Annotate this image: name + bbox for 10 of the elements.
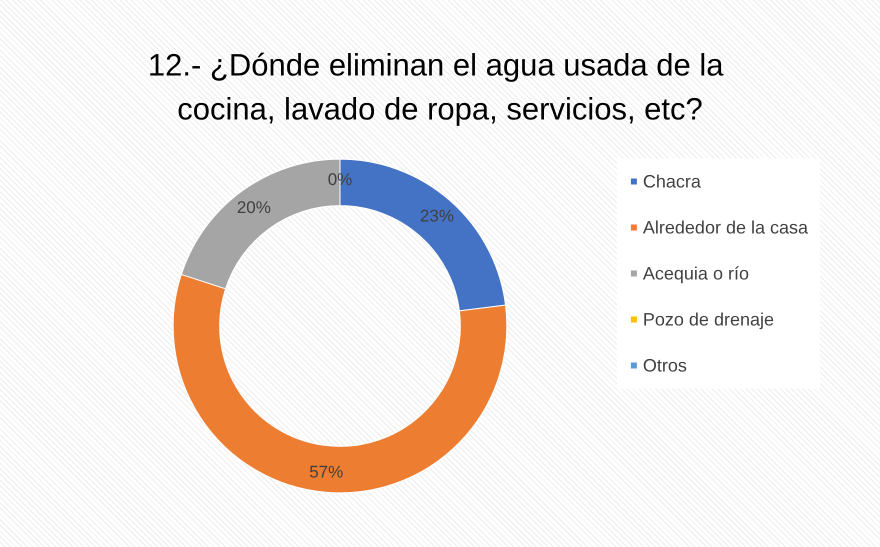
- legend-label: Chacra: [642, 172, 702, 192]
- chart-title: 12.- ¿Dónde eliminan el agua usada de la cocina, lavado de ropa, servicios, etc?: [148, 48, 732, 126]
- legend-label: Alrededor de la casa: [642, 218, 809, 238]
- legend-label: Otros: [642, 356, 687, 376]
- data-label: 57%: [309, 462, 344, 482]
- data-label: 23%: [420, 206, 454, 226]
- legend-label: Acequia o río: [642, 264, 749, 284]
- legend-label: Pozo de drenaje: [642, 310, 774, 330]
- data-label: 20%: [236, 198, 271, 217]
- text: 0%: [328, 170, 352, 189]
